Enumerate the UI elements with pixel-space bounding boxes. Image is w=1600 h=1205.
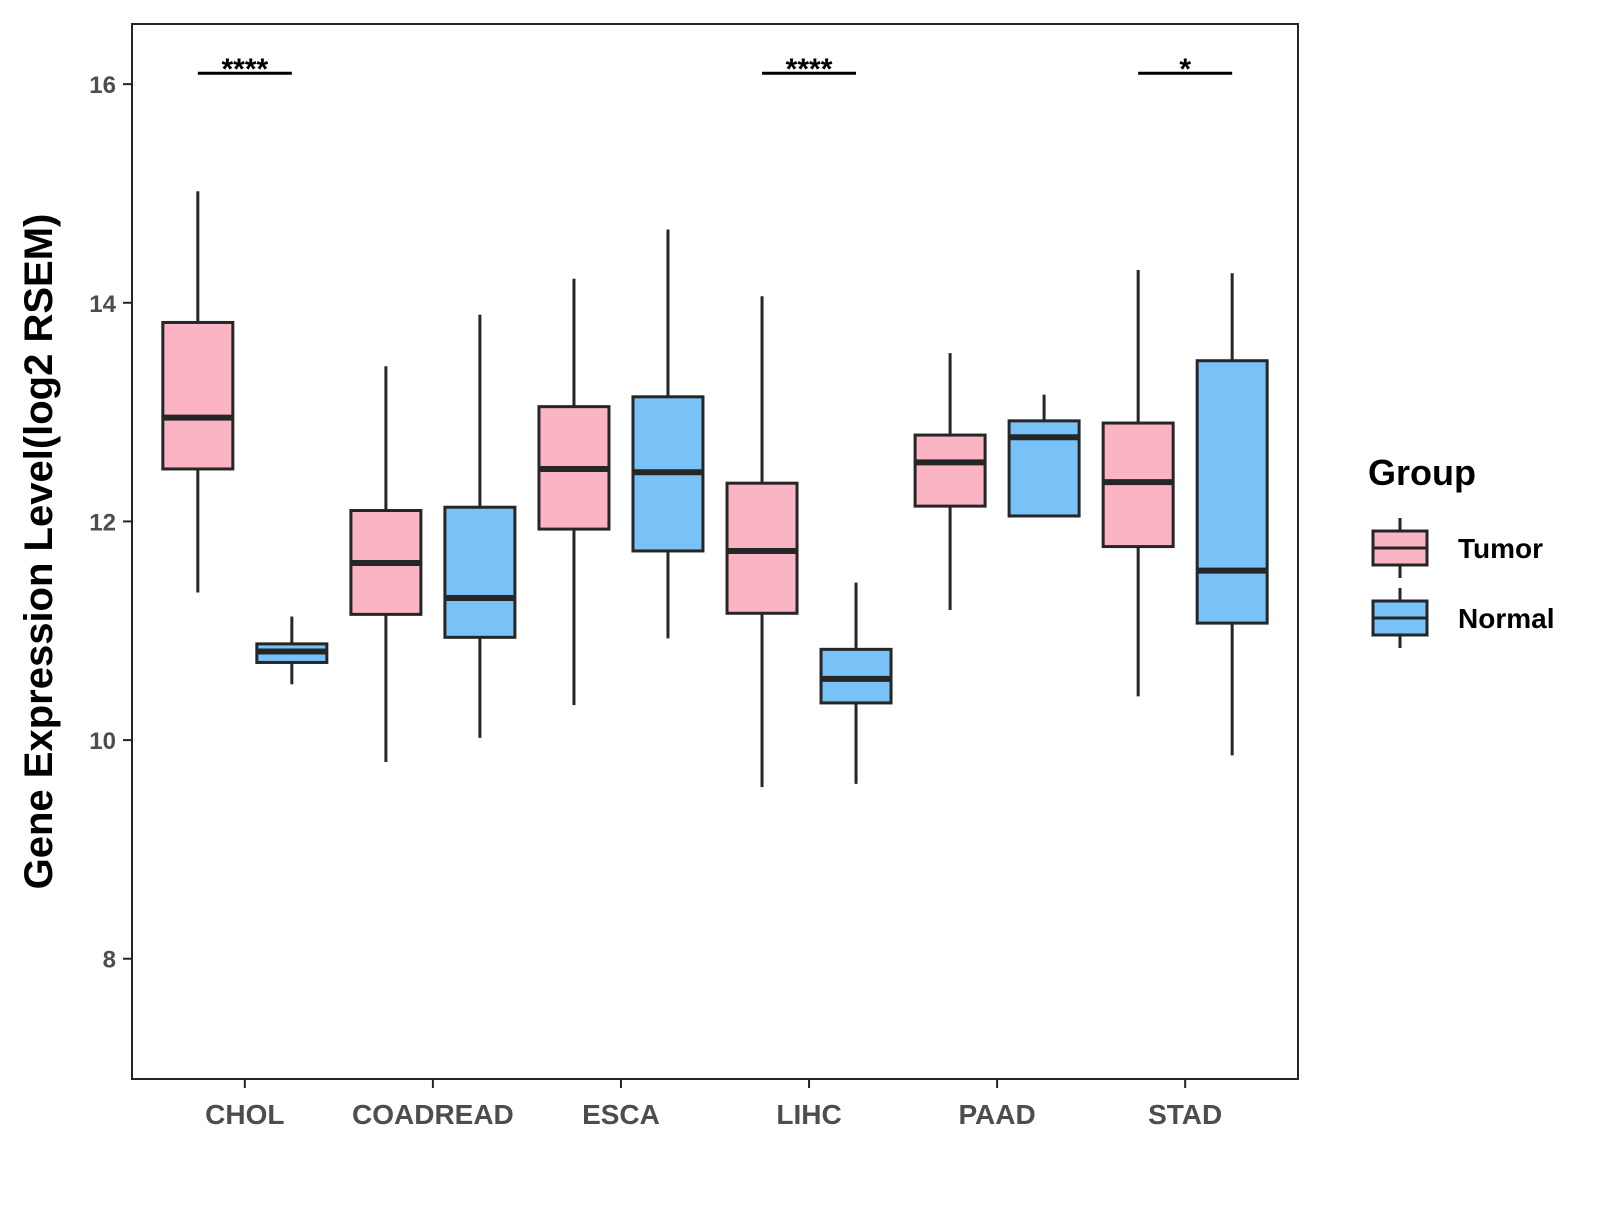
significance-label: ****: [221, 53, 268, 86]
x-tick-label: CHOL: [205, 1099, 284, 1130]
y-tick-label: 10: [89, 728, 116, 755]
plot-panel-border: [131, 23, 1299, 1080]
legend-label: Tumor: [1458, 533, 1543, 564]
box-tumor-chol: [161, 191, 235, 593]
plot-area: **** **** *: [161, 53, 1269, 788]
box-iqr: [1195, 359, 1269, 625]
legend: Group Tumor Normal: [1368, 452, 1554, 648]
y-tick-label: 12: [89, 509, 116, 536]
box-iqr: [161, 320, 235, 471]
x-tick-label: LIHC: [776, 1099, 841, 1130]
x-tick-label: STAD: [1148, 1099, 1222, 1130]
box-normal-stad: [1195, 273, 1269, 756]
box-normal-esca: [631, 229, 705, 639]
axes: 8 10 12 14 16 CHOL COADREAD ESCA LIHC PAAD STAD Gen…: [17, 23, 1299, 1130]
box-normal-chol: [255, 616, 329, 685]
significance-label: ****: [786, 53, 833, 86]
box-tumor-coadread: [349, 366, 423, 762]
legend-label: Normal: [1458, 603, 1554, 634]
box-normal-coadread: [443, 314, 517, 738]
y-tick-label: 16: [89, 72, 116, 99]
box-iqr: [913, 433, 987, 508]
y-axis-title: Gene Expression Level(log2 RSEM): [17, 214, 61, 890]
box-tumor-paad: [913, 353, 987, 610]
legend-key-normal: Normal: [1371, 588, 1554, 648]
y-tick-label: 14: [89, 291, 116, 318]
box-normal-lihc: [819, 582, 893, 784]
box-normal-paad: [1007, 394, 1081, 518]
x-tick-label: ESCA: [582, 1099, 660, 1130]
x-tick-label: COADREAD: [352, 1099, 514, 1130]
box-tumor-lihc: [725, 296, 799, 788]
legend-key-tumor: Tumor: [1371, 518, 1543, 578]
box-tumor-stad: [1101, 269, 1175, 697]
significance-label: *: [1179, 53, 1191, 86]
box-tumor-esca: [537, 278, 611, 706]
x-tick-label: PAAD: [958, 1099, 1035, 1130]
legend-title: Group: [1368, 452, 1476, 493]
box-iqr: [443, 505, 517, 639]
y-tick-label: 8: [103, 947, 116, 974]
